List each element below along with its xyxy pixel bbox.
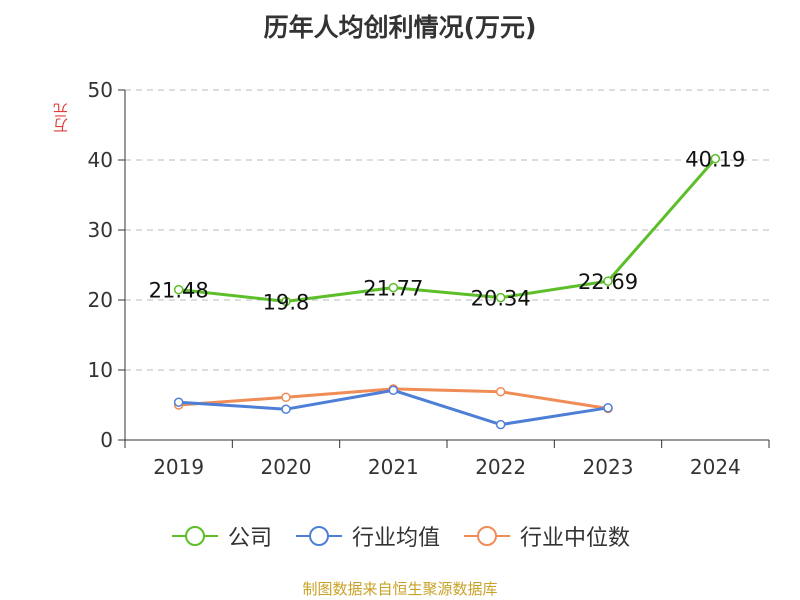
legend-label-industry-average: 行业均值	[351, 526, 440, 551]
y-tick-label: 40	[88, 148, 113, 172]
legend-circle	[477, 526, 497, 546]
data-label-company: 22.69	[578, 270, 638, 294]
data-label-company: 21.77	[363, 277, 423, 301]
y-tick-label: 50	[88, 78, 113, 102]
legend-item-industry-average[interactable]: 行业均值	[294, 520, 440, 552]
y-tick-label: 0	[100, 428, 113, 452]
source-note: 制图数据来自恒生聚源数据库	[302, 580, 498, 598]
data-point-industry-average	[281, 404, 291, 414]
legend-marker-industry-median	[464, 526, 510, 546]
legend-item-company[interactable]: 公司	[170, 520, 272, 552]
data-point-company	[388, 282, 399, 293]
y-tick-label: 30	[88, 218, 113, 242]
x-tick-label: 2024	[690, 455, 741, 479]
data-point-company	[603, 276, 613, 286]
data-label-company: 19.8	[263, 290, 310, 314]
x-tick-label: 2020	[261, 455, 312, 479]
data-point-company	[281, 296, 291, 307]
data-point-industry-median	[495, 386, 506, 397]
legend-item-industry-median[interactable]: 行业中位数	[462, 520, 630, 552]
legend-marker-industry-average	[295, 526, 342, 546]
legend-circle	[308, 526, 329, 546]
data-point-industry-median	[281, 392, 291, 403]
legend: 公司 行业均值 行业中位数	[0, 520, 800, 552]
y-tick-label: 10	[88, 358, 113, 382]
x-tick-label: 2019	[153, 455, 204, 479]
data-label-company: 40.19	[685, 148, 745, 172]
data-point-industry-average	[173, 397, 184, 407]
data-label-company: 20.34	[471, 287, 531, 311]
data-point-company	[173, 284, 184, 295]
x-tick-label: 2021	[368, 455, 419, 479]
data-point-industry-average	[388, 385, 399, 396]
legend-marker-company	[171, 526, 218, 546]
legend-circle	[184, 526, 205, 546]
legend-label-industry-median: 行业中位数	[520, 526, 631, 551]
data-point-industry-average	[495, 419, 506, 430]
data-label-company: 21.48	[149, 279, 209, 303]
x-tick-label: 2022	[475, 455, 526, 479]
data-point-industry-average	[603, 403, 613, 413]
y-tick-label: 20	[88, 288, 113, 312]
x-tick-label: 2023	[583, 455, 634, 479]
data-point-company	[710, 153, 721, 164]
legend-label-company: 公司	[227, 526, 272, 551]
chart-title: 历年人均创利情况(万元)	[263, 13, 537, 42]
data-point-company	[495, 292, 506, 303]
series-line-company	[178, 157, 717, 303]
series-line-industry-average	[178, 388, 609, 427]
